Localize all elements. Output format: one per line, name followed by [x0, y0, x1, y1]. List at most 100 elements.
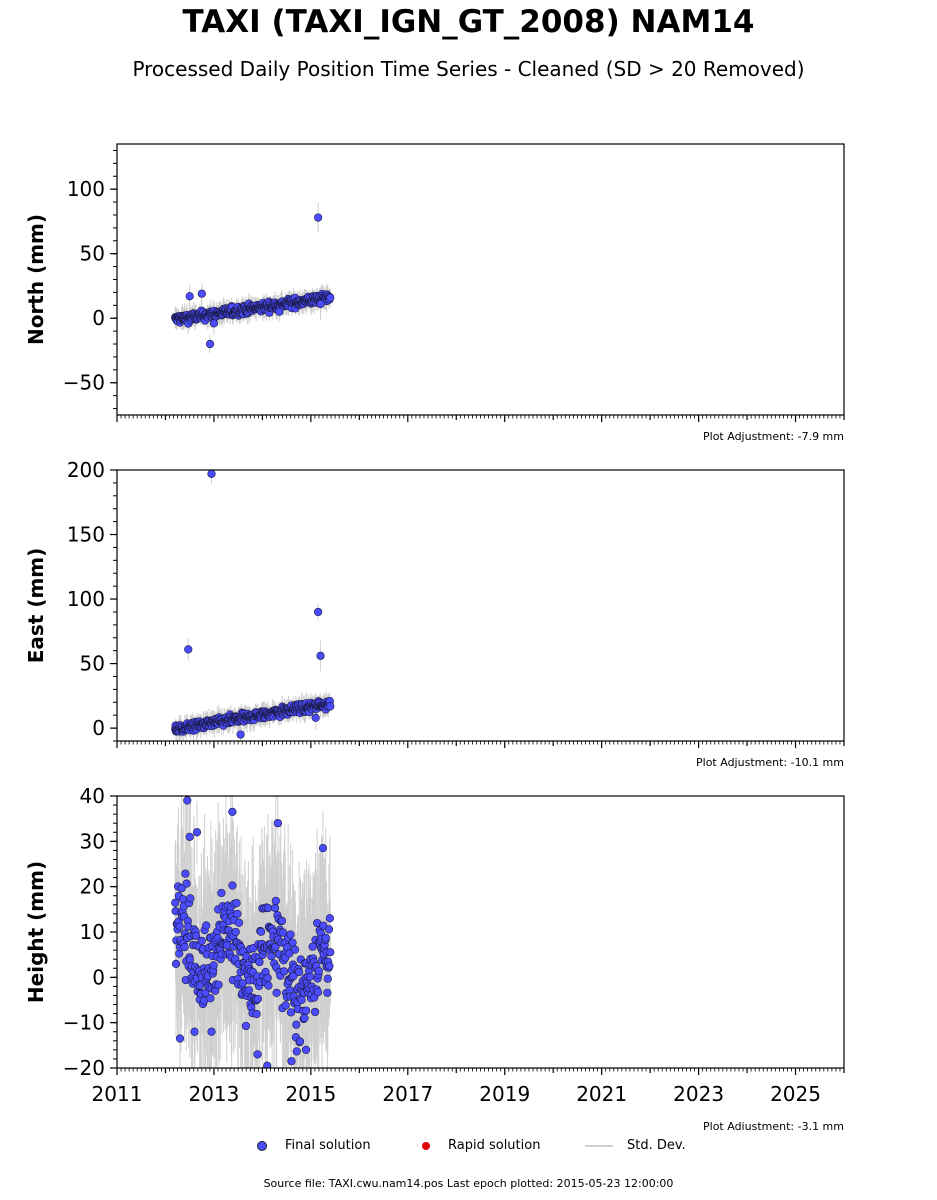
panel1-data-point	[326, 293, 335, 302]
panel3-data-point	[228, 881, 237, 890]
panel3-data-point	[175, 1034, 185, 1043]
panel2-data-point	[207, 470, 216, 478]
panel3-ytick-label-20: −20	[63, 1056, 105, 1080]
panel3-data-point	[319, 921, 328, 930]
panel3-data-point	[190, 1027, 199, 1036]
panel3-data-point	[264, 981, 273, 990]
source-note: Source file: TAXI.cwu.nam14.pos Last epo…	[263, 1177, 674, 1190]
panel3-data-point	[206, 994, 215, 1003]
chart-subtitle: Processed Daily Position Time Series - C…	[132, 57, 805, 81]
panel2-frame	[116, 469, 845, 742]
legend-rapid-label: Rapid solution	[448, 1138, 541, 1153]
panel3-data-point	[325, 961, 334, 971]
panel2-ylabel: East (mm)	[24, 548, 48, 664]
legend-final-label: Final solution	[285, 1138, 371, 1153]
panel3-data-point	[186, 894, 195, 903]
panel3-data-point	[290, 945, 300, 954]
panel1-ytick-label-50: 50	[80, 242, 105, 266]
panel1-data-point	[185, 292, 194, 301]
panel3-data-point	[288, 938, 297, 947]
panel3-data-point	[183, 796, 192, 805]
panel3-data-point	[253, 994, 262, 1004]
panel3-data-point	[292, 1020, 301, 1029]
legend-final: Final solution	[257, 1138, 371, 1153]
panel1-ytick-label-100: 100	[67, 177, 105, 201]
panel3-data-point	[273, 819, 283, 828]
panel3-adjustment-note: Plot Adjustment: -3.1 mm	[703, 1120, 844, 1130]
panel3-data-point	[295, 1037, 305, 1046]
panel3-data-point	[301, 1045, 311, 1054]
xtick-label-2023: 2023	[673, 1082, 724, 1106]
panel3-data-point	[231, 927, 240, 937]
panel3-data-point	[318, 844, 328, 853]
panel3-ytick-label-10: −10	[63, 1011, 105, 1035]
panel3-data-point	[287, 1057, 296, 1066]
std-line-icon	[585, 1144, 613, 1147]
panel3-data-point	[267, 952, 276, 961]
chart-title: TAXI (TAXI_IGN_GT_2008) NAM14	[182, 4, 755, 40]
panel3-ytick-label-10: 10	[80, 920, 105, 944]
xtick-label-2015: 2015	[285, 1082, 336, 1106]
panel3-data-point	[286, 1008, 296, 1017]
panel1-data-point	[209, 319, 219, 328]
panel3-data-point	[277, 916, 287, 925]
panel2-data-point	[236, 730, 245, 739]
panel2-data-point	[316, 651, 325, 660]
panel3-data-point	[286, 930, 295, 939]
legend-std: Std. Dev.	[585, 1138, 686, 1153]
panel3-data-point	[171, 898, 180, 907]
panel3-data-point	[241, 1021, 251, 1031]
panel3-data-point	[185, 832, 194, 841]
panel3-data-point	[232, 899, 241, 908]
panel3-data-point	[302, 1006, 311, 1015]
panel3-data-point	[325, 914, 334, 923]
panel3-data-point	[228, 807, 237, 816]
panel3-data-point	[209, 961, 218, 970]
panel3-data-point	[263, 903, 273, 913]
panel2-ytick-label-100: 100	[67, 587, 105, 611]
panel3-data-point	[182, 879, 191, 888]
panel3-data-point	[326, 948, 335, 957]
xtick-label-2013: 2013	[188, 1082, 239, 1106]
rapid-marker-icon	[422, 1141, 430, 1150]
panel3-data-point	[256, 927, 266, 936]
panel3-data-point	[180, 943, 189, 952]
panel3-data-point	[175, 922, 184, 931]
panel3-data-point	[324, 925, 334, 934]
panel3-data-point	[300, 1013, 309, 1023]
panel3-data-point	[181, 869, 190, 878]
panel3-data-point	[279, 967, 289, 976]
panel3-data-point	[270, 903, 280, 912]
panel3-data-point	[311, 1007, 320, 1017]
panel1-data-point	[197, 289, 206, 298]
panel3-data-point	[233, 909, 242, 919]
final-marker-icon	[257, 1140, 267, 1151]
panel1-ytick-label-0: 0	[92, 306, 105, 330]
panel1-data-point	[275, 307, 284, 316]
panel3-data-point	[253, 1050, 262, 1059]
panel3-data-point	[323, 974, 332, 983]
panel3-data-point	[217, 888, 226, 898]
xtick-label-2019: 2019	[479, 1082, 530, 1106]
panel3-data-point	[271, 896, 280, 905]
xtick-label-2017: 2017	[382, 1082, 433, 1106]
panel1-points-group	[171, 213, 335, 349]
panel1-data-point	[314, 213, 323, 222]
panel3-data-point	[202, 921, 211, 930]
panel3-data-point	[197, 936, 206, 945]
panel1-stddev-group	[174, 202, 331, 354]
xtick-label-2011: 2011	[92, 1082, 143, 1106]
panel3-data-point	[323, 988, 332, 997]
panel1-ylabel: North (mm)	[24, 214, 48, 345]
panel3-data-point	[272, 988, 281, 997]
panel3-data-point	[292, 1047, 301, 1056]
panel3-data-point	[263, 973, 272, 983]
legend: Final solution Rapid solution Std. Dev.	[250, 1136, 710, 1160]
panel3-data-point	[234, 918, 244, 927]
panel3-data-point	[308, 942, 317, 951]
panel3-data-point	[313, 988, 323, 997]
panel3-ytick-label-30: 30	[80, 829, 105, 853]
panel3-data-point	[244, 986, 253, 995]
panel3-data-point	[297, 995, 306, 1005]
